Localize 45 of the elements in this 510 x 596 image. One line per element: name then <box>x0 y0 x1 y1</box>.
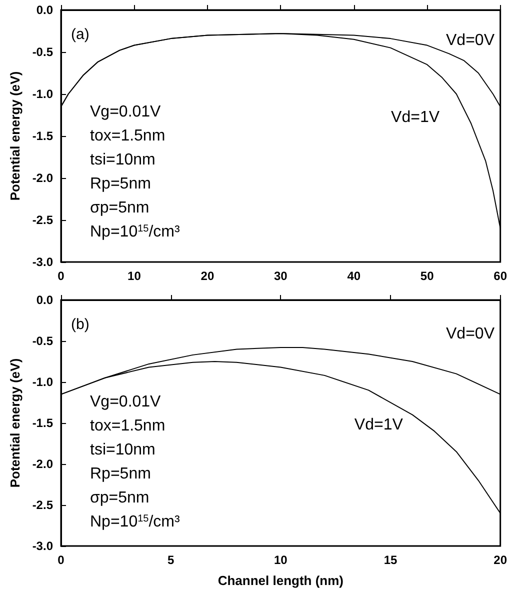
series-label: Vd=0V <box>446 326 495 343</box>
x-tick-label: 0 <box>58 553 65 567</box>
y-axis-title: Potential energy (eV) <box>7 71 22 201</box>
annotation: Rp=5nm <box>90 466 151 482</box>
y-tick-label: -3.0 <box>32 255 54 269</box>
x-axis-title: Channel length (nm) <box>218 573 344 588</box>
x-tick-label: 10 <box>128 269 142 283</box>
x-tick-label: 0 <box>58 269 65 283</box>
y-tick-label: -0.5 <box>32 334 54 348</box>
annotation: tsi=10nm <box>90 152 156 168</box>
series-label: Vd=0V <box>446 32 495 49</box>
y-tick-label: -1.5 <box>32 129 54 143</box>
x-tick-label: 5 <box>167 553 174 567</box>
series-label: Vd=1V <box>354 416 404 434</box>
x-tick-label: 30 <box>274 269 288 283</box>
x-tick-label: 15 <box>384 553 398 567</box>
x-tick-label: 50 <box>420 269 434 283</box>
y-tick-label: -2.5 <box>32 213 54 227</box>
x-tick-label: 20 <box>200 269 214 283</box>
y-tick-label: 0.0 <box>36 293 54 307</box>
x-tick-label: 10 <box>274 553 288 567</box>
y-tick-label: 0.0 <box>36 3 54 17</box>
y-tick-label: -2.0 <box>32 171 54 185</box>
text: (b) <box>71 316 90 333</box>
y-axis-title: Potential energy (eV) <box>7 358 22 488</box>
x-tick-label: 20 <box>494 553 508 567</box>
y-tick-label: -2.5 <box>32 498 54 512</box>
x-tick-label: 40 <box>347 269 361 283</box>
y-tick-label: -3.0 <box>32 539 54 553</box>
annotation: σp=5nm <box>90 200 150 216</box>
annotation: Vg=0.01V <box>90 104 162 120</box>
y-tick-label: -0.5 <box>32 45 54 59</box>
x-tick-label: 60 <box>494 269 508 283</box>
annotation: σp=5nm <box>90 490 150 506</box>
annotation: Vg=0.01V <box>90 394 162 410</box>
annotation: tox=1.5nm <box>90 418 166 434</box>
y-tick-label: -2.0 <box>32 457 54 471</box>
text: (a) <box>71 26 90 43</box>
annotation: Rp=5nm <box>90 176 151 192</box>
annotation: tox=1.5nm <box>90 128 166 144</box>
y-tick-label: -1.5 <box>32 416 54 430</box>
series-label: Vd=1V <box>391 108 440 126</box>
y-tick-label: -1.0 <box>32 87 54 101</box>
y-tick-label: -1.0 <box>32 375 54 389</box>
annotation: tsi=10nm <box>90 442 156 458</box>
